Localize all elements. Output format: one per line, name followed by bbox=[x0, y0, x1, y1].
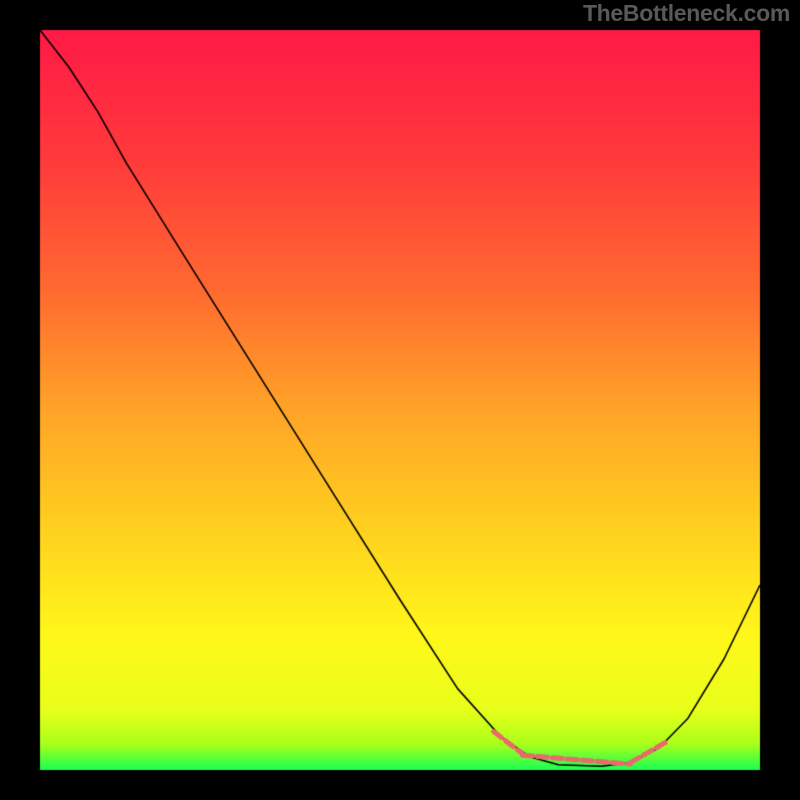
bottleneck-curve-chart bbox=[0, 0, 800, 800]
chart-frame: TheBottleneck.com bbox=[0, 0, 800, 800]
watermark-text: TheBottleneck.com bbox=[583, 0, 790, 27]
